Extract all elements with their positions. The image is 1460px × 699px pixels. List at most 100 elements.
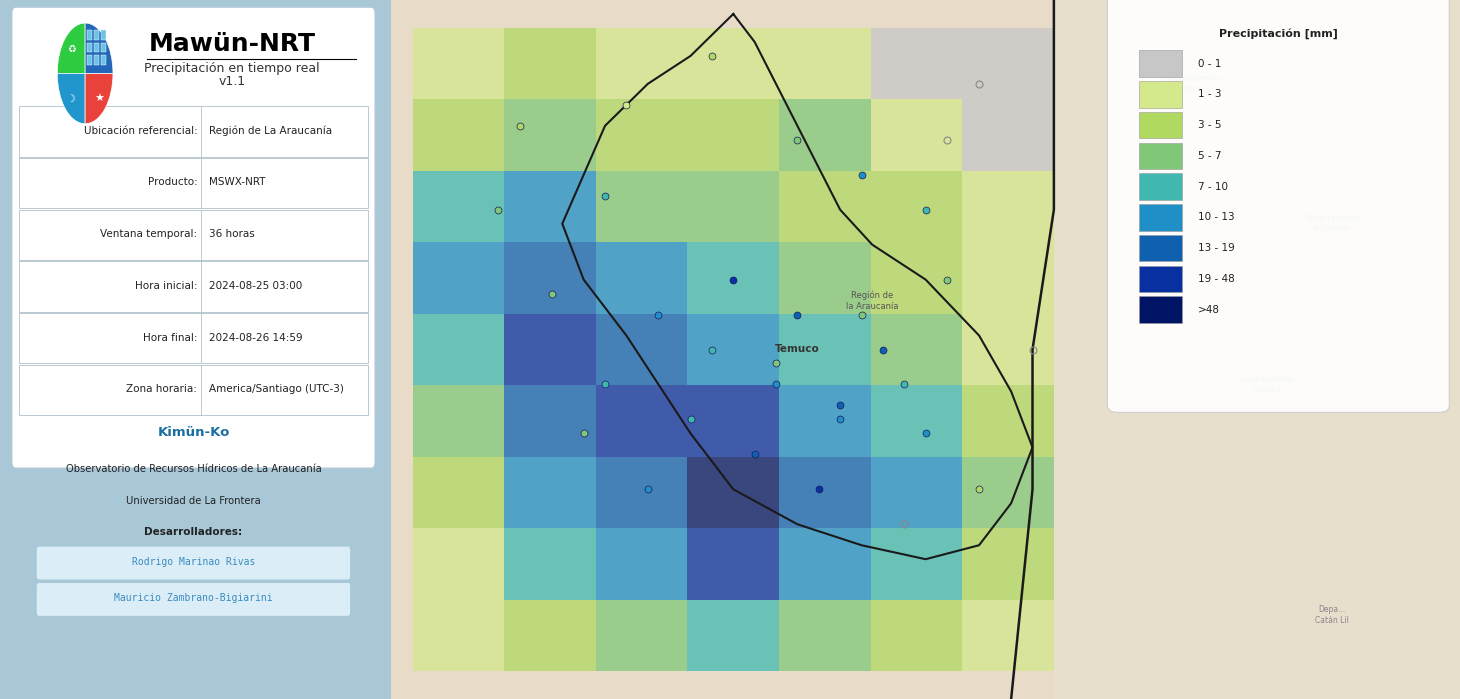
Bar	[1139, 296, 1183, 323]
Bar	[88, 55, 92, 65]
FancyBboxPatch shape	[12, 7, 375, 468]
Bar	[596, 171, 688, 243]
FancyBboxPatch shape	[19, 210, 368, 260]
Bar	[93, 55, 99, 65]
Bar	[780, 600, 870, 671]
Text: ♻: ♻	[67, 43, 76, 53]
Bar	[413, 28, 504, 99]
Bar	[504, 314, 596, 385]
Bar	[870, 600, 962, 671]
Wedge shape	[57, 23, 85, 73]
Text: America/Santiago (UTC-3): America/Santiago (UTC-3)	[209, 384, 343, 394]
Bar	[962, 600, 1054, 671]
Text: Ubicación referencial:: Ubicación referencial:	[83, 126, 197, 136]
Bar	[780, 243, 870, 314]
Bar	[1139, 81, 1183, 108]
Bar	[413, 385, 504, 456]
Text: Precipitación en tiempo real: Precipitación en tiempo real	[145, 62, 320, 75]
Bar	[596, 243, 688, 314]
Bar	[688, 243, 780, 314]
Text: 10 - 13: 10 - 13	[1199, 212, 1235, 222]
FancyBboxPatch shape	[19, 158, 368, 208]
Bar	[504, 456, 596, 528]
Bar	[101, 30, 107, 40]
Bar	[504, 528, 596, 600]
Bar	[93, 43, 99, 52]
Bar	[413, 456, 504, 528]
Bar	[688, 385, 780, 456]
Bar	[780, 99, 870, 171]
Bar	[504, 28, 596, 99]
Text: ★: ★	[93, 94, 104, 103]
Text: >48: >48	[1199, 305, 1221, 315]
Bar	[413, 99, 504, 171]
Bar	[413, 171, 504, 243]
Bar	[1139, 143, 1183, 169]
Text: Departamento
No...: Departamento No...	[1165, 74, 1221, 94]
Bar	[870, 385, 962, 456]
Bar	[780, 314, 870, 385]
Bar	[780, 385, 870, 456]
Text: Observatorio de Recursos Hídricos de La Araucanía: Observatorio de Recursos Hídricos de La …	[66, 464, 321, 474]
Text: Hora inicial:: Hora inicial:	[134, 281, 197, 291]
FancyBboxPatch shape	[1107, 0, 1450, 412]
Bar	[870, 99, 962, 171]
Text: 0 - 1: 0 - 1	[1199, 59, 1222, 69]
Text: Desarrolladores:: Desarrolladores:	[145, 527, 242, 537]
Bar	[780, 171, 870, 243]
Text: Región de La Araucanía: Región de La Araucanía	[209, 125, 331, 136]
Bar	[93, 30, 99, 40]
Bar	[88, 30, 92, 40]
Bar	[688, 28, 780, 99]
Bar	[1139, 112, 1183, 138]
FancyBboxPatch shape	[36, 583, 350, 616]
Bar	[1139, 266, 1183, 292]
Bar	[596, 99, 688, 171]
Bar	[688, 171, 780, 243]
Text: ☽: ☽	[67, 94, 76, 103]
Bar	[780, 456, 870, 528]
Text: 2024-08-25 03:00: 2024-08-25 03:00	[209, 281, 302, 291]
Bar	[962, 385, 1054, 456]
Bar	[413, 243, 504, 314]
Bar	[962, 243, 1054, 314]
Bar	[780, 28, 870, 99]
Text: Kimün-Ko: Kimün-Ko	[158, 426, 229, 439]
Text: Producto:: Producto:	[147, 178, 197, 187]
Bar	[1139, 204, 1183, 231]
Bar	[1054, 0, 1460, 699]
Text: Mawün-NRT: Mawün-NRT	[149, 32, 315, 56]
Bar	[413, 600, 504, 671]
Text: Hora final:: Hora final:	[143, 333, 197, 343]
FancyBboxPatch shape	[19, 261, 368, 312]
Bar	[1139, 173, 1183, 200]
Bar	[504, 99, 596, 171]
Bar	[962, 171, 1054, 243]
Bar	[413, 314, 504, 385]
FancyBboxPatch shape	[36, 547, 350, 579]
FancyBboxPatch shape	[19, 365, 368, 415]
Bar	[688, 456, 780, 528]
Text: 13 - 19: 13 - 19	[1199, 243, 1235, 253]
Text: 36 horas: 36 horas	[209, 229, 254, 239]
Bar	[688, 528, 780, 600]
Bar	[780, 528, 870, 600]
Text: Ventana temporal:: Ventana temporal:	[101, 229, 197, 239]
Bar	[688, 600, 780, 671]
Bar	[504, 600, 596, 671]
Bar	[596, 314, 688, 385]
Text: Mauricio Zambrano-Bigiarini: Mauricio Zambrano-Bigiarini	[114, 593, 273, 603]
Text: 1 - 3: 1 - 3	[1199, 89, 1222, 99]
Bar	[596, 528, 688, 600]
Text: Universidad de La Frontera: Universidad de La Frontera	[126, 496, 261, 505]
Wedge shape	[57, 73, 85, 124]
Wedge shape	[85, 73, 112, 124]
Text: Región de
la Araucanía: Región de la Araucanía	[845, 291, 898, 310]
Bar	[962, 99, 1054, 171]
Text: 2024-08-26 14:59: 2024-08-26 14:59	[209, 333, 302, 343]
Text: Zona horaria:: Zona horaria:	[127, 384, 197, 394]
Bar	[870, 243, 962, 314]
Bar	[962, 456, 1054, 528]
Bar	[504, 243, 596, 314]
Text: 7 - 10: 7 - 10	[1199, 182, 1228, 192]
